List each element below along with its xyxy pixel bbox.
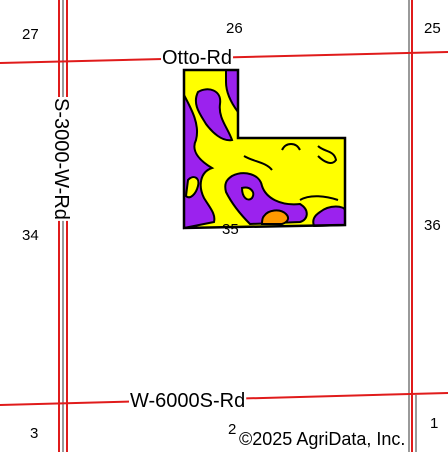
soil-boundary-1 xyxy=(281,143,301,151)
section-3: 3 xyxy=(30,425,38,442)
field-purple-mid xyxy=(224,172,308,226)
road-label-halo xyxy=(129,392,247,410)
road-labels: Otto-Rd S-3000-W-Rd W-6000S-Rd xyxy=(50,47,247,412)
road-label-s3000w: S-3000-W-Rd xyxy=(50,98,72,220)
section-25: 25 xyxy=(424,20,441,37)
soil-boundary-3 xyxy=(299,195,339,201)
field-yellow-inclusion-1 xyxy=(184,176,200,199)
field-orange-unit xyxy=(260,209,290,225)
field-parcel xyxy=(182,68,347,230)
section-27: 27 xyxy=(22,26,39,43)
road-label-otto: Otto-Rd xyxy=(162,47,232,69)
road-label-halo xyxy=(52,97,70,221)
road-label-w6000s: W-6000S-Rd xyxy=(130,390,245,412)
section-35: 35 xyxy=(222,221,239,238)
section-1: 1 xyxy=(430,415,438,432)
soil-boundary-4 xyxy=(243,155,273,171)
road-label-halo xyxy=(161,49,234,67)
section-lines xyxy=(62,0,417,452)
field-purple-top xyxy=(194,88,234,142)
section-34: 34 xyxy=(22,227,39,244)
field-yellow-base xyxy=(184,70,345,228)
section-36: 36 xyxy=(424,217,441,234)
soil-boundary-2 xyxy=(317,145,338,164)
field-yellow-inclusion-2 xyxy=(240,186,255,201)
section-2: 2 xyxy=(228,421,236,438)
field-outline xyxy=(182,68,347,230)
section-numbers: 27 26 25 34 35 36 3 2 1 xyxy=(22,20,441,442)
copyright-notice: ©2025 AgriData, Inc. xyxy=(239,429,405,449)
section-26: 26 xyxy=(226,20,243,37)
